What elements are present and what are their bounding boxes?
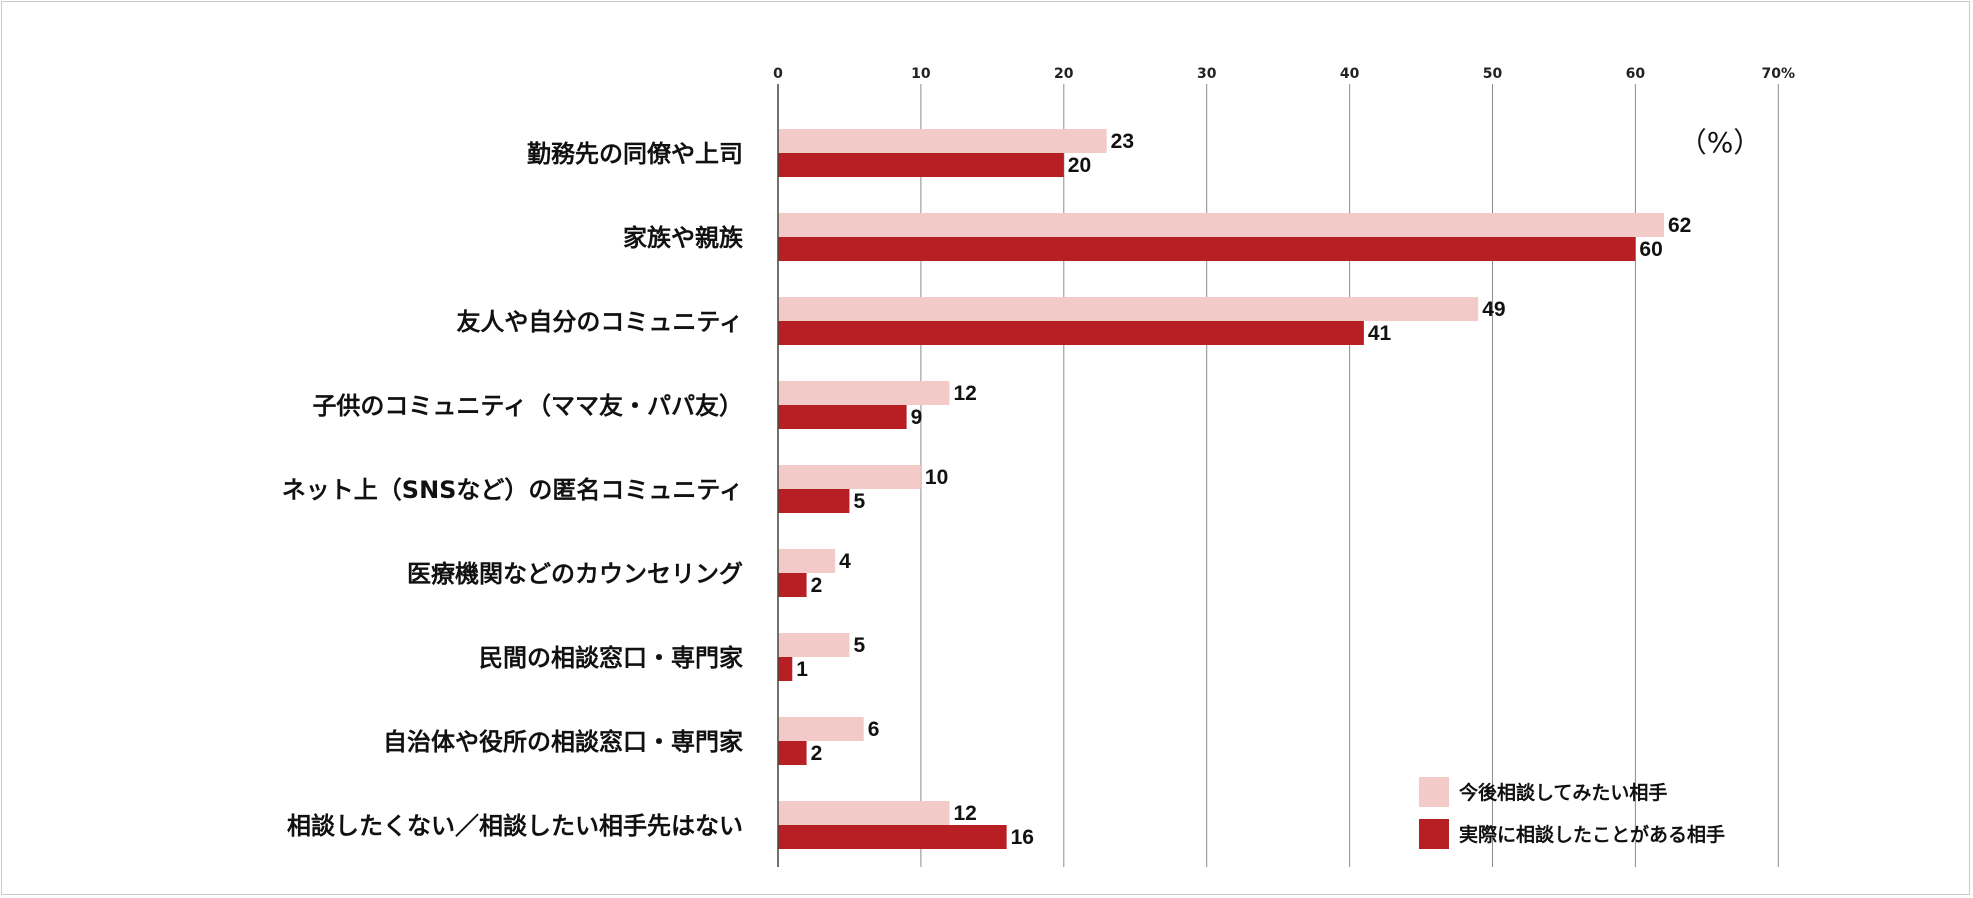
x-tick-label: 50 [1483, 66, 1503, 82]
category-label: 自治体や役所の相談窓口・専門家 [383, 728, 743, 756]
x-tick-label: 40 [1340, 66, 1360, 82]
value-label-future: 49 [1482, 298, 1505, 321]
category-label: 医療機関などのカウンセリング [407, 560, 743, 588]
bar-future [778, 129, 1107, 153]
bar-future [778, 213, 1664, 237]
bar-actual [778, 825, 1007, 849]
value-label-future: 12 [953, 382, 976, 405]
category-label: 民間の相談窓口・専門家 [479, 644, 743, 672]
unit-label: （%） [1679, 126, 1762, 159]
category-label: 友人や自分のコミュニティ [456, 308, 743, 336]
legend-swatch [1419, 819, 1449, 849]
x-tick-label: 0 [773, 66, 783, 82]
value-label-actual: 2 [811, 574, 823, 597]
value-label-actual: 1 [796, 658, 808, 681]
x-tick-label: 70% [1762, 66, 1796, 82]
legend-swatch [1419, 777, 1449, 807]
bar-actual [778, 573, 807, 597]
category-label: 相談したくない／相談したい相手先はない [287, 812, 743, 840]
x-tick-label: 10 [911, 66, 931, 82]
value-label-future: 10 [925, 466, 948, 489]
value-label-future: 6 [868, 718, 880, 741]
value-label-future: 4 [839, 550, 851, 573]
category-label: 勤務先の同僚や上司 [527, 140, 743, 168]
category-label: 家族や親族 [623, 224, 744, 252]
value-label-future: 62 [1668, 214, 1691, 237]
value-label-actual: 41 [1368, 322, 1392, 345]
bar-actual [778, 741, 807, 765]
value-label-actual: 9 [911, 406, 923, 429]
bar-actual [778, 489, 850, 513]
legend-label: 実際に相談したことがある相手 [1459, 823, 1725, 846]
bar-future [778, 801, 950, 825]
x-tick-label: 30 [1197, 66, 1217, 82]
value-label-future: 23 [1111, 130, 1134, 153]
x-tick-label: 60 [1626, 66, 1646, 82]
bar-future [778, 381, 950, 405]
bar-future [778, 549, 836, 573]
bar-actual [778, 153, 1064, 177]
bar-actual [778, 405, 907, 429]
value-label-future: 12 [953, 802, 976, 825]
value-label-actual: 60 [1639, 238, 1662, 261]
value-label-actual: 16 [1011, 826, 1034, 849]
bar-actual [778, 321, 1364, 345]
bar-actual [778, 657, 793, 681]
category-label: 子供のコミュニティ（ママ友・パパ友） [312, 392, 743, 420]
legend-label: 今後相談してみたい相手 [1458, 781, 1667, 804]
bar-future [778, 465, 921, 489]
bar-future [778, 297, 1479, 321]
value-label-actual: 20 [1068, 154, 1091, 177]
x-tick-label: 20 [1054, 66, 1074, 82]
value-label-actual: 2 [811, 742, 823, 765]
value-label-future: 5 [853, 634, 865, 657]
bar-future [778, 633, 850, 657]
value-label-actual: 5 [853, 490, 865, 513]
bar-future [778, 717, 864, 741]
bar-actual [778, 237, 1636, 261]
category-label: ネット上（SNSなど）の匿名コミュニティ [282, 476, 743, 504]
